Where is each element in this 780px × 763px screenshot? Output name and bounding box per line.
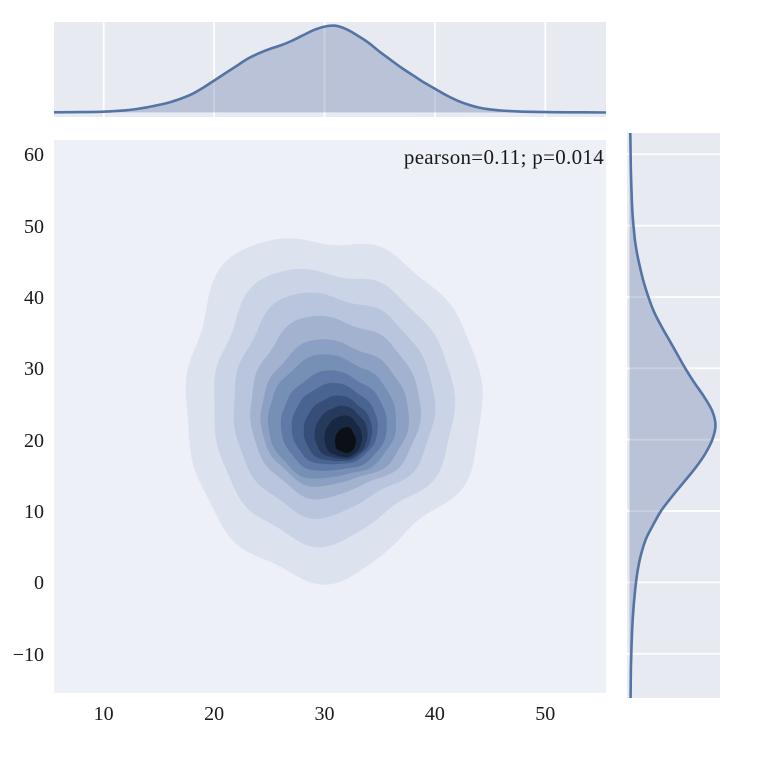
x-tick-label: 30: [314, 703, 335, 725]
joint-kde-contour-svg: [185, 238, 483, 585]
x-tick-label: 20: [204, 703, 225, 725]
joint-density-panel: [54, 140, 606, 693]
y-tick-label: 40: [24, 286, 44, 309]
right-marginal-kde-svg: [627, 133, 720, 698]
right-marginal-panel: [627, 133, 720, 698]
y-tick-label: 20: [24, 429, 44, 452]
y-tick-label: 50: [24, 215, 44, 238]
y-tick-label: 10: [24, 501, 44, 524]
y-tick-label: 60: [24, 144, 44, 167]
pearson-annotation: pearson=0.11; p=0.014: [403, 145, 604, 169]
top-marginal-panel: [54, 22, 606, 117]
y-tick-label: 30: [24, 358, 44, 381]
x-tick-label: 40: [424, 703, 445, 725]
x-tick-label: 10: [93, 703, 114, 725]
x-tick-label: 50: [535, 703, 556, 725]
y-tick-label: −10: [12, 643, 44, 666]
y-tick-label: 0: [34, 572, 44, 595]
top-marginal-kde-svg: [54, 22, 606, 117]
